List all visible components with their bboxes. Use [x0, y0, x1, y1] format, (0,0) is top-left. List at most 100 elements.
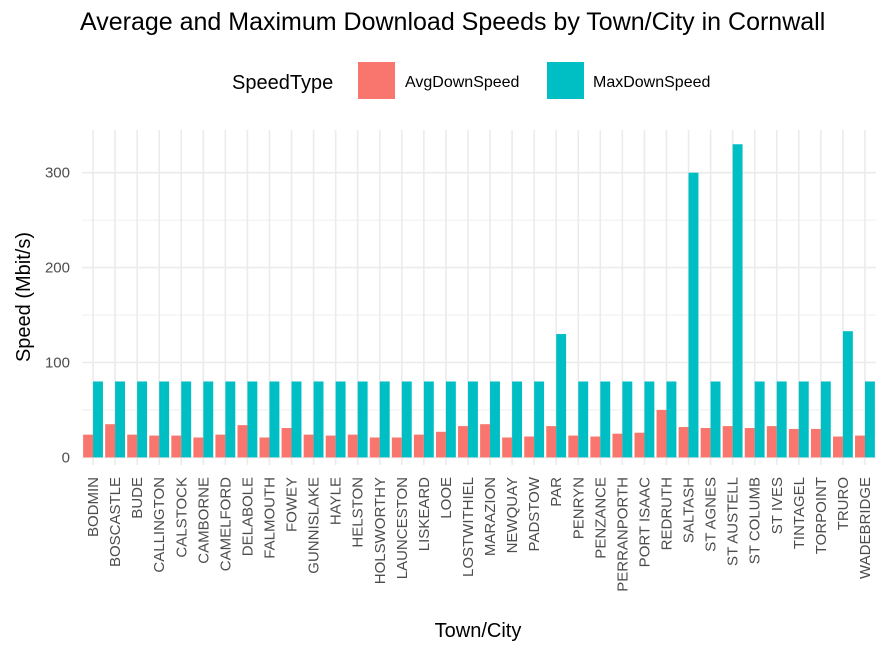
legend-swatch-avg	[358, 62, 395, 99]
x-tick-label: CALLINGTON	[151, 477, 168, 573]
bar-max-st-agnes	[710, 381, 721, 458]
legend-title: SpeedType	[232, 72, 333, 94]
bar-avg-holsworthy	[369, 437, 380, 458]
x-tick-label: NEWQUAY	[504, 477, 521, 553]
bar-max-marazion	[490, 381, 500, 458]
y-tick-label: 100	[45, 355, 70, 372]
x-tick-label: HOLSWORTHY	[372, 477, 389, 584]
bar-avg-st-austell	[722, 426, 733, 458]
x-tick-label: REDRUTH	[658, 477, 675, 550]
bar-max-boscastle	[115, 381, 126, 458]
bar-max-perranporth	[622, 381, 633, 458]
bar-max-callington	[159, 381, 170, 458]
bar-max-fowey	[291, 381, 302, 458]
x-tick-label: BOSCASTLE	[107, 477, 124, 567]
bar-max-saltash	[688, 172, 699, 458]
bar-avg-wadebridge	[855, 435, 865, 458]
bar-max-launceston	[401, 381, 412, 458]
x-tick-label: ST AGNES	[703, 477, 720, 552]
y-axis-ticks: 0 100 200 300	[45, 165, 70, 467]
bar-avg-padstow	[524, 436, 535, 458]
bar-avg-truro	[832, 436, 843, 458]
x-tick-label: LAUNCESTON	[394, 477, 411, 579]
bar-avg-st-ives	[766, 426, 777, 458]
x-axis-ticks: BODMIN BOSCASTLE BUDE CALLINGTON CALSTOCK CAM…	[85, 476, 874, 592]
x-tick-label: SALTASH	[681, 477, 698, 543]
bar-max-padstow	[534, 381, 545, 458]
bar-max-st-ives	[776, 381, 787, 458]
x-tick-label: CAMELFORD	[217, 477, 234, 571]
legend-swatch-max	[547, 62, 584, 99]
bar-max-calstock	[181, 381, 192, 458]
x-tick-label: PADSTOW	[526, 476, 543, 551]
x-tick-label: HAYLE	[328, 477, 345, 525]
bar-max-hayle	[335, 381, 346, 458]
bar-avg-calstock	[171, 435, 182, 458]
bar-avg-falmouth	[259, 437, 270, 458]
bar-avg-st-agnes	[700, 427, 711, 458]
bar-max-tintagel	[798, 381, 809, 458]
chart-title: Average and Maximum Download Speeds by T…	[80, 8, 826, 36]
x-tick-label: TINTAGEL	[791, 477, 808, 549]
bar-max-st-columb	[754, 381, 765, 458]
bar-max-bodmin	[93, 381, 103, 458]
bar-avg-fowey	[281, 427, 292, 458]
y-tick-label: 300	[45, 165, 70, 182]
x-tick-label: TRURO	[835, 477, 852, 530]
bar-max-newquay	[512, 381, 523, 458]
y-tick-label: 200	[45, 260, 70, 277]
bar-avg-par	[546, 426, 557, 458]
x-tick-label: ST IVES	[769, 477, 786, 534]
x-tick-label: ST AUSTELL	[725, 477, 742, 566]
bar-avg-delabole	[237, 425, 248, 458]
x-tick-label: LOSTWITHIEL	[460, 477, 477, 577]
x-tick-label: PENRYN	[570, 477, 587, 539]
bar-avg-liskeard	[413, 434, 424, 458]
bar-avg-lostwithiel	[458, 426, 468, 458]
bar-max-looe	[445, 381, 456, 458]
x-tick-label: TORPOINT	[813, 477, 830, 554]
x-tick-label: FOWEY	[284, 477, 301, 532]
x-tick-label: GUNNISLAKE	[306, 477, 323, 574]
bar-avg-looe	[435, 431, 446, 458]
x-tick-label: LOOE	[438, 477, 455, 519]
bar-avg-st-columb	[744, 427, 755, 458]
bar-max-holsworthy	[379, 381, 390, 458]
bar-avg-tintagel	[788, 428, 799, 458]
x-tick-label: PORT ISAAC	[636, 477, 653, 567]
bar-avg-launceston	[391, 437, 402, 458]
bar-avg-perranporth	[612, 433, 623, 458]
bar-max-falmouth	[269, 381, 280, 458]
legend: SpeedType AvgDownSpeed MaxDownSpeed	[232, 62, 710, 99]
bar-avg-redruth	[656, 409, 667, 458]
bar-max-camelford	[225, 381, 236, 458]
bar-avg-saltash	[678, 427, 689, 458]
bar-max-st-austell	[732, 144, 743, 458]
bar-avg-penzance	[590, 436, 601, 458]
bar-max-truro	[842, 331, 853, 458]
x-tick-label: CAMBORNE	[195, 477, 212, 564]
x-tick-label: BODMIN	[85, 477, 102, 537]
bar-max-par	[556, 334, 567, 458]
bar-max-bude	[137, 381, 148, 458]
x-tick-label: FALMOUTH	[261, 477, 278, 559]
x-axis-title: Town/City	[435, 620, 522, 642]
x-tick-label: LISKEARD	[416, 477, 433, 551]
y-tick-label: 0	[62, 449, 70, 466]
legend-label-avg: AvgDownSpeed	[405, 74, 519, 91]
bar-avg-bodmin	[83, 434, 94, 458]
bar-avg-camborne	[193, 437, 204, 458]
x-tick-label: PENZANCE	[592, 477, 609, 559]
bar-avg-marazion	[480, 424, 491, 458]
bar-max-wadebridge	[864, 381, 875, 458]
bar-max-camborne	[203, 381, 214, 458]
x-tick-label: CALSTOCK	[173, 477, 190, 558]
bar-max-penryn	[578, 381, 589, 458]
x-tick-label: MARAZION	[482, 477, 499, 556]
bar-avg-torpoint	[810, 428, 821, 458]
bar-avg-hayle	[325, 435, 336, 458]
bar-avg-gunnislake	[303, 434, 314, 458]
bar-avg-newquay	[502, 437, 513, 458]
bar-max-penzance	[600, 381, 611, 458]
